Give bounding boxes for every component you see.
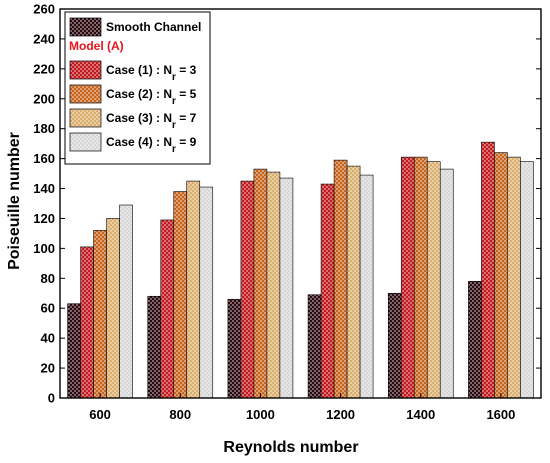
- y-tick-label: 260: [33, 2, 55, 17]
- x-tick-label: 1400: [406, 407, 435, 422]
- y-tick-label: 100: [33, 241, 55, 256]
- legend-label: Case (1) : Nr = 3: [106, 63, 197, 83]
- bar: [494, 152, 508, 399]
- y-tick-label: 120: [33, 211, 55, 226]
- legend-label: Smooth Channel: [106, 20, 201, 34]
- bar: [346, 165, 361, 399]
- bar: [227, 298, 242, 399]
- y-tick-label: 160: [33, 151, 55, 166]
- y-tick-label: 240: [33, 31, 55, 46]
- x-tick-label: 1000: [246, 407, 275, 422]
- bar: [67, 303, 81, 399]
- x-tick-label: 1600: [486, 407, 515, 422]
- bar: [106, 218, 120, 399]
- bar: [520, 161, 534, 399]
- bar: [387, 292, 402, 399]
- bar: [266, 171, 281, 399]
- bar: [253, 168, 268, 399]
- legend-swatch: [69, 84, 102, 104]
- y-tick-label: 20: [41, 361, 55, 376]
- bar: [173, 191, 188, 399]
- bar: [333, 159, 348, 399]
- legend-swatch: [69, 60, 102, 80]
- y-axis-title: Poiseuille number: [6, 132, 23, 270]
- bar: [119, 204, 133, 399]
- bar: [481, 141, 495, 399]
- bar: [413, 156, 428, 399]
- y-tick-label: 80: [41, 271, 55, 286]
- legend-swatch: [69, 17, 102, 37]
- x-tick-label: 600: [89, 407, 111, 422]
- y-tick-label: 180: [33, 121, 55, 136]
- bar: [320, 183, 335, 399]
- bar: [359, 174, 374, 399]
- x-tick-label: 800: [169, 407, 191, 422]
- bar: [93, 230, 107, 399]
- bar: [240, 180, 255, 399]
- legend-entry: Case (1) : Nr = 3: [69, 60, 197, 83]
- bar: [468, 280, 482, 399]
- bar: [80, 246, 94, 399]
- bar: [439, 168, 454, 399]
- legend-label: Case (4) : Nr = 9: [106, 135, 197, 155]
- bars-layer: [67, 141, 534, 399]
- bar: [147, 295, 162, 399]
- bar: [307, 294, 322, 399]
- x-axis-title: Reynolds number: [223, 439, 358, 456]
- bar: [507, 156, 521, 399]
- legend: Model (A) Smooth Channel Case (1) : Nr = …: [64, 11, 211, 165]
- legend-entry: Case (3) : Nr = 7: [69, 108, 197, 131]
- axes-layer: 0 20 40 60 80 100 120 140 160 180 200 220 240 260 600 8…: [33, 2, 542, 422]
- plot-frame: [59, 8, 542, 399]
- y-tick-label: 40: [41, 331, 55, 346]
- x-tick-label: 1200: [326, 407, 355, 422]
- bar: [199, 186, 214, 399]
- legend-label: Case (2) : Nr = 5: [106, 87, 197, 107]
- bar: [279, 177, 294, 399]
- legend-group-title: Model (A): [69, 39, 124, 53]
- y-tick-label: 200: [33, 91, 55, 106]
- bar: [426, 161, 441, 399]
- bar: [400, 156, 415, 399]
- legend-swatch: [69, 132, 102, 152]
- legend-entry: Case (2) : Nr = 5: [69, 84, 197, 107]
- bar: [186, 180, 201, 399]
- legend-swatch: [69, 108, 102, 128]
- legend-entry: Smooth Channel: [69, 17, 201, 37]
- y-tick-label: 0: [48, 391, 55, 406]
- y-tick-label: 220: [33, 61, 55, 76]
- legend-entry: Case (4) : Nr = 9: [69, 132, 197, 155]
- y-tick-label: 60: [41, 301, 55, 316]
- legend-label: Case (3) : Nr = 7: [106, 111, 197, 131]
- bar: [160, 219, 175, 399]
- y-tick-label: 140: [33, 181, 55, 196]
